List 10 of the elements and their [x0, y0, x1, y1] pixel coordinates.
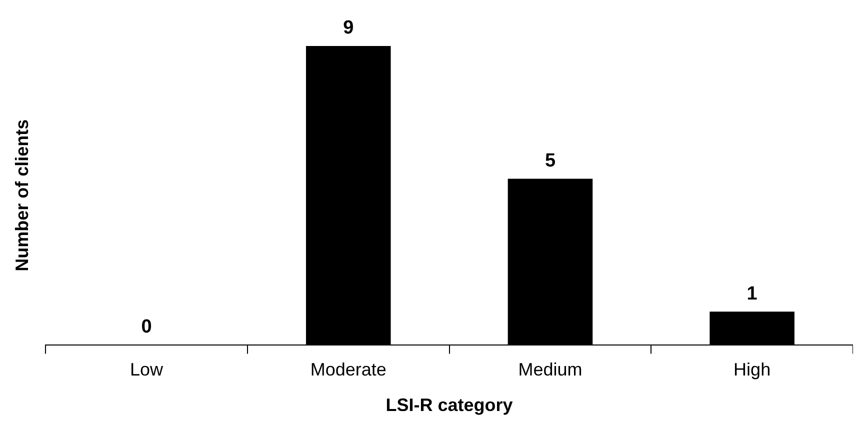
- x-tick-label: High: [734, 360, 771, 380]
- data-label: 9: [343, 18, 354, 39]
- y-axis-title: Number of clients: [12, 119, 32, 272]
- data-label: 5: [544, 150, 556, 172]
- x-tick-label: Moderate: [310, 360, 386, 380]
- data-label: 1: [746, 283, 758, 304]
- x-tick-label: Low: [130, 360, 164, 380]
- x-axis-title: LSI-R category: [386, 395, 513, 416]
- data-label: 0: [141, 316, 152, 338]
- x-tick-label: Medium: [518, 360, 582, 380]
